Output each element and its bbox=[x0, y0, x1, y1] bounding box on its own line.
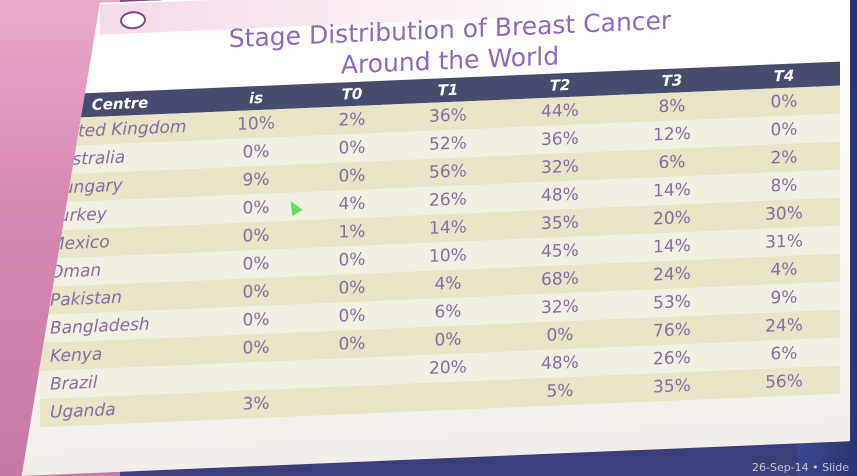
stage-distribution-table: Centre is T0 T1 T2 T3 T4 United Kingdom 1… bbox=[40, 62, 840, 428]
stage-t4-cell: 56% bbox=[728, 366, 840, 399]
stage-t0-cell: 0% bbox=[312, 300, 392, 331]
stage-t3-cell: 35% bbox=[616, 370, 728, 403]
stage-t0-cell bbox=[312, 356, 392, 387]
stage-t0-cell: 0% bbox=[312, 328, 392, 359]
stage-t1-cell bbox=[392, 380, 504, 413]
stage-is-cell: 3% bbox=[200, 388, 312, 421]
projected-slide: Stage Distribution of Breast Cancer Arou… bbox=[20, 0, 857, 476]
stage-t0-cell: 2% bbox=[312, 104, 392, 135]
header-t0: T0 bbox=[312, 80, 392, 107]
stage-t2-cell: 5% bbox=[504, 375, 616, 408]
table-body: United Kingdom 10% 2% 36% 44% 8% 0% Australia 0%… bbox=[40, 86, 840, 428]
stage-t0-cell: 0% bbox=[312, 272, 392, 303]
stage-t0-cell: 0% bbox=[312, 244, 392, 275]
stage-t0-cell: 0% bbox=[312, 132, 392, 163]
stage-t0-cell bbox=[312, 384, 392, 415]
stage-t0-cell: 4% bbox=[312, 188, 392, 219]
slide-footer: 26-Sep-14 • Slide bbox=[752, 461, 849, 474]
centre-name-cell: Uganda bbox=[40, 392, 200, 427]
stage-t0-cell: 0% bbox=[312, 160, 392, 191]
stage-t0-cell: 1% bbox=[312, 216, 392, 247]
